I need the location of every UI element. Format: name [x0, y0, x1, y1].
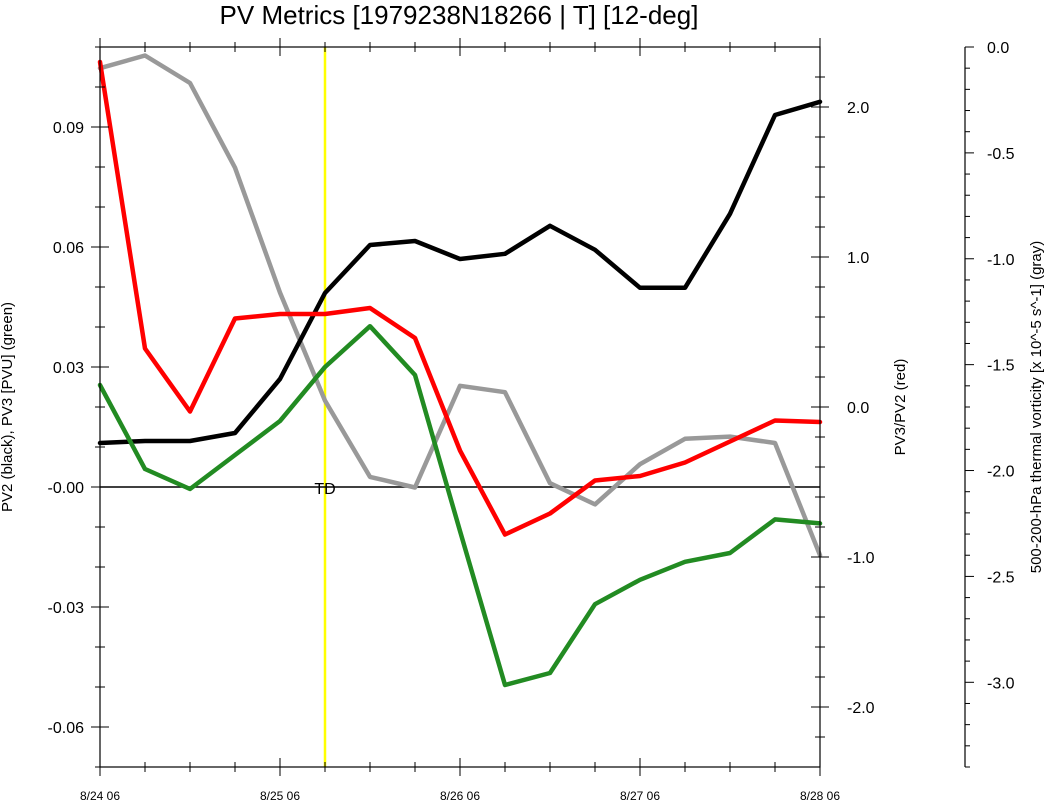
- thermal-vorticity-series-line: [97, 53, 823, 558]
- right-tick-label: -1.0: [847, 550, 875, 567]
- left-axis-label: PV2 (black), PV3 [PVU] (green): [0, 302, 16, 512]
- x-tick-label: 8/27 06: [620, 789, 660, 803]
- x-tick-label: 8/25 06: [260, 789, 300, 803]
- x-tick-label: 8/26 06: [440, 789, 480, 803]
- far-tick-label: -1.5: [987, 358, 1015, 375]
- plot-frame: [99, 46, 821, 768]
- pv3-series-line: [97, 323, 823, 688]
- far-tick-label: -2.0: [987, 464, 1015, 481]
- pv3-pv2-ratio-series-line: [97, 59, 823, 537]
- chart-title: PV Metrics [1979238N18266 | T] [12-deg]: [220, 0, 699, 30]
- right-axis-label: PV3/PV2 (red): [892, 359, 909, 456]
- far-tick-label: -1.0: [987, 252, 1015, 269]
- left-tick-label: 0.03: [53, 360, 84, 377]
- far-tick-label: -3.0: [987, 675, 1015, 692]
- left-tick-label: 0.09: [53, 120, 84, 137]
- left-tick-label: -0.03: [48, 600, 85, 617]
- far-axis-label: 500-200-hPa thermal vorticity [x 10^-5 s…: [1028, 241, 1045, 574]
- td-marker-label: TD: [314, 481, 335, 498]
- left-tick-label: -0.06: [48, 720, 85, 737]
- right-tick-label: 0.0: [847, 400, 869, 417]
- far-tick-label: -2.5: [987, 569, 1015, 586]
- left-tick-label: 0.06: [53, 240, 84, 257]
- pv2-series-line: [97, 99, 823, 446]
- far-tick-label: -0.5: [987, 146, 1015, 163]
- x-tick-label: 8/28 06: [800, 789, 840, 803]
- far-tick-label: 0.0: [987, 40, 1009, 57]
- left-tick-label: -0.00: [48, 480, 85, 497]
- right-tick-label: 1.0: [847, 250, 869, 267]
- x-tick-label: 8/24 06: [80, 789, 120, 803]
- right-tick-label: -2.0: [847, 700, 875, 717]
- right-tick-label: 2.0: [847, 100, 869, 117]
